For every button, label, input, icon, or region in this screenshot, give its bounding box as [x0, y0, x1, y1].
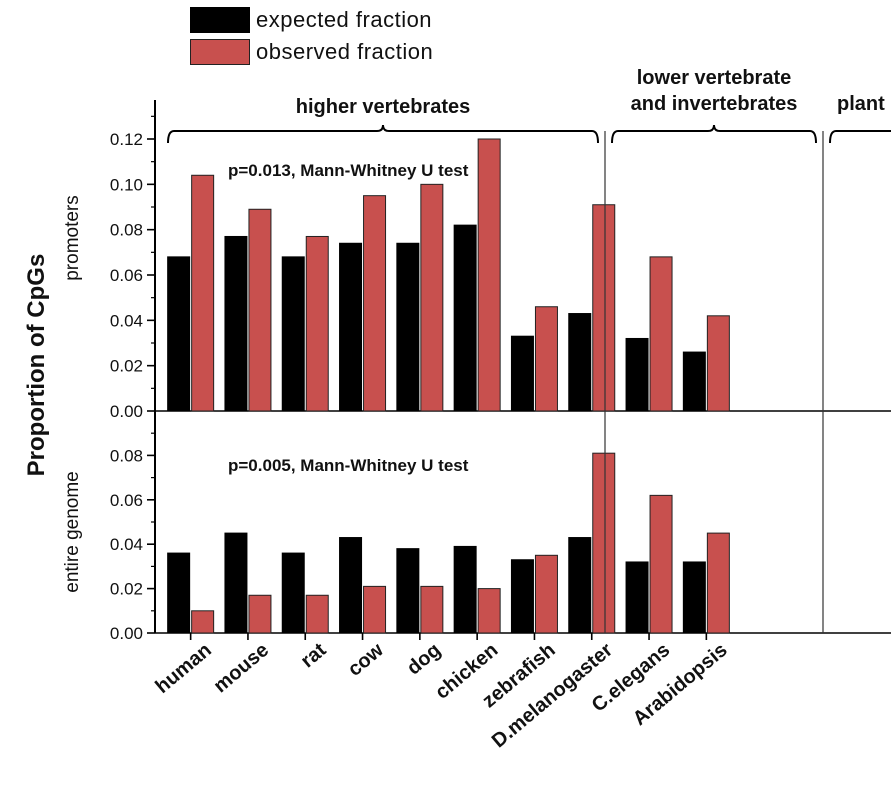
group-label-plant: plant: [837, 93, 885, 115]
x-category-label: rat: [297, 639, 331, 673]
bar-observed-promoters: [649, 256, 673, 412]
y-axis-title: Proportion of CpGs: [23, 254, 50, 477]
bar-observed-promoters: [706, 315, 730, 412]
brace-lower-vertebrates: [611, 124, 817, 144]
bar-expected-entire-genome: [167, 552, 191, 634]
bar-observed-promoters: [534, 306, 558, 412]
bar-observed-promoters: [477, 138, 501, 412]
bar-expected-entire-genome: [281, 552, 305, 634]
bar-observed-promoters: [420, 183, 444, 412]
x-category-label: cow: [344, 639, 388, 681]
bar-expected-promoters: [625, 337, 649, 412]
y-tick-label: 0.04: [110, 535, 143, 554]
panel-ylabel-promoters: promoters: [62, 195, 83, 281]
group-label-lower-line1: lower vertebrate: [637, 67, 792, 89]
bar-observed-promoters: [248, 208, 272, 412]
bar-expected-promoters: [167, 256, 191, 412]
y-tick-label: 0.00: [110, 402, 143, 421]
bar-observed-entire-genome: [305, 594, 329, 634]
bar-observed-entire-genome: [477, 588, 501, 634]
bar-expected-entire-genome: [453, 545, 477, 634]
y-tick-label: 0.04: [110, 311, 143, 330]
legend-item-observed: observed fraction: [190, 36, 433, 68]
bar-expected-promoters: [453, 224, 477, 412]
group-label-lower-line2: and invertebrates: [631, 93, 798, 115]
x-category-label: dog: [403, 639, 445, 679]
y-tick-label: 0.08: [110, 446, 143, 465]
brace-higher-vertebrates: [167, 124, 599, 144]
bar-observed-entire-genome: [592, 452, 616, 634]
bar-expected-promoters: [339, 242, 363, 412]
bar-expected-entire-genome: [339, 537, 363, 634]
legend: expected fraction observed fraction: [190, 4, 433, 68]
y-tick-label: 0.00: [110, 624, 143, 643]
y-tick-label: 0.02: [110, 580, 143, 599]
bar-expected-promoters: [510, 335, 534, 412]
legend-label-observed: observed fraction: [256, 39, 434, 64]
y-tick-label: 0.10: [110, 175, 143, 194]
bar-observed-promoters: [592, 204, 616, 412]
y-tick-label: 0.02: [110, 357, 143, 376]
bar-expected-promoters: [568, 313, 592, 412]
bar-observed-promoters: [305, 235, 329, 412]
bar-expected-entire-genome: [682, 561, 706, 634]
bar-observed-entire-genome: [363, 585, 387, 634]
bar-observed-entire-genome: [649, 494, 673, 634]
bar-observed-entire-genome: [248, 594, 272, 634]
bar-expected-entire-genome: [625, 561, 649, 634]
expected-swatch: [190, 7, 250, 33]
bar-expected-promoters: [682, 351, 706, 412]
legend-item-expected: expected fraction: [190, 4, 433, 36]
bar-expected-entire-genome: [568, 537, 592, 634]
bar-expected-entire-genome: [224, 532, 248, 634]
bar-expected-entire-genome: [510, 559, 534, 634]
panel-annotation-promoters: p=0.013, Mann-Whitney U test: [228, 161, 469, 180]
bar-observed-promoters: [191, 174, 215, 412]
bar-expected-promoters: [396, 242, 420, 412]
panel-annotation-entire-genome: p=0.005, Mann-Whitney U test: [228, 456, 469, 475]
brace-plant: [829, 130, 891, 144]
legend-label-expected: expected fraction: [256, 7, 433, 32]
bar-expected-promoters: [224, 235, 248, 412]
group-label-higher-vertebrates: higher vertebrates: [296, 96, 471, 118]
bar-observed-entire-genome: [191, 610, 215, 634]
bar-observed-entire-genome: [420, 585, 444, 634]
y-tick-label: 0.06: [110, 266, 143, 285]
bar-expected-promoters: [281, 256, 305, 412]
bar-observed-entire-genome: [534, 554, 558, 634]
y-tick-label: 0.08: [110, 221, 143, 240]
observed-swatch: [190, 39, 250, 65]
y-tick-label: 0.12: [110, 130, 143, 149]
x-category-label: human: [151, 639, 215, 698]
bar-observed-entire-genome: [706, 532, 730, 634]
panel-ylabel-entire-genome: entire genome: [62, 471, 83, 592]
y-tick-label: 0.06: [110, 491, 143, 510]
bar-expected-entire-genome: [396, 548, 420, 634]
x-category-label: mouse: [210, 639, 274, 697]
bar-observed-promoters: [363, 195, 387, 412]
